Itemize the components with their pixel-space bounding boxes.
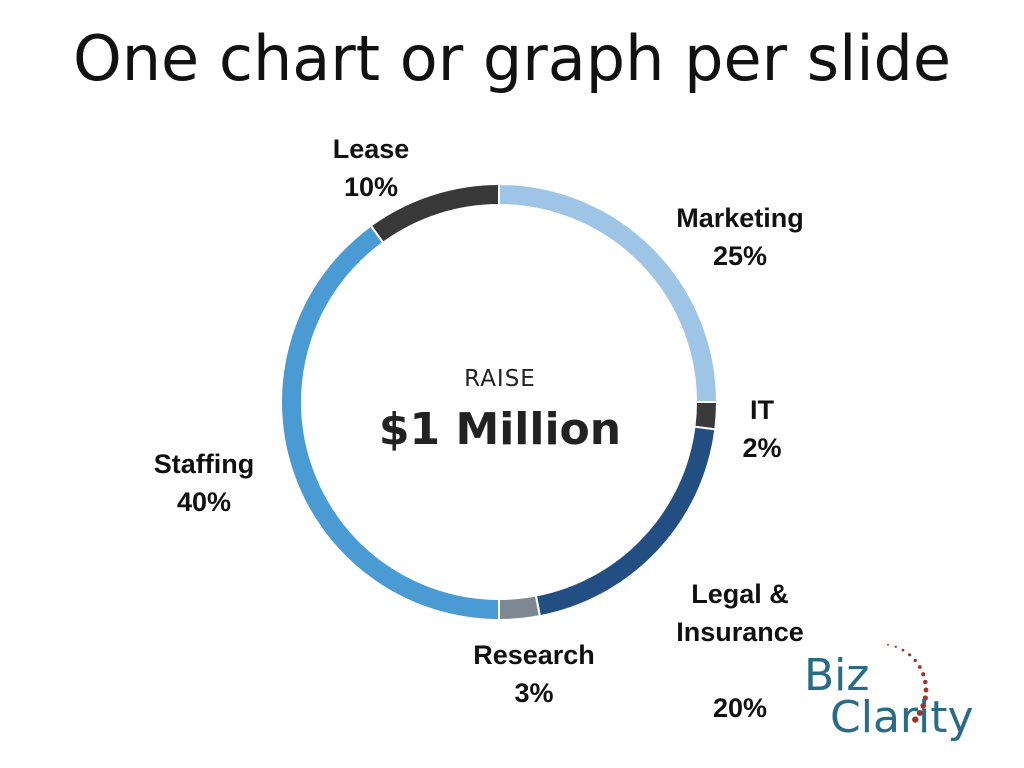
- label-legal-insurance-name: Legal & Insurance: [676, 579, 804, 647]
- label-lease-value: 10%: [343, 172, 399, 202]
- logo-dot: [901, 648, 905, 652]
- label-research: Research 3%: [424, 636, 644, 712]
- label-marketing: Marketing 25%: [630, 199, 850, 275]
- label-marketing-value: 25%: [712, 241, 768, 271]
- label-legal-insurance-value: 20%: [712, 693, 768, 723]
- logo-dot: [913, 658, 917, 663]
- label-lease-name: Lease: [332, 134, 410, 164]
- biz-clarity-logo: Biz Clarity: [796, 632, 996, 752]
- logo-dot: [912, 716, 919, 723]
- logo-dot: [922, 695, 928, 701]
- label-research-value: 3%: [514, 678, 554, 708]
- logo-dot: [923, 687, 929, 693]
- logo-text-biz: Biz: [804, 650, 870, 701]
- slide-title: One chart or graph per slide: [72, 22, 952, 95]
- label-it: IT 2%: [652, 391, 872, 467]
- logo-text-clarity: Clarity: [830, 692, 974, 743]
- center-title: $1 Million: [378, 404, 622, 455]
- label-legal-insurance: Legal & Insurance 20%: [630, 537, 850, 765]
- label-staffing-value: 40%: [176, 487, 232, 517]
- logo-dot: [894, 645, 897, 648]
- donut-slice-lease: [369, 182, 500, 245]
- logo-dot: [920, 702, 927, 709]
- logo-dot: [923, 679, 928, 685]
- logo-dots-arc: [886, 643, 929, 723]
- label-staffing: Staffing 40%: [94, 445, 314, 521]
- label-staffing-name: Staffing: [153, 449, 255, 479]
- logo-dot: [917, 665, 922, 669]
- label-research-name: Research: [473, 640, 595, 670]
- logo-dot: [908, 653, 912, 657]
- donut-slice-research: [498, 594, 542, 622]
- center-subtitle: RAISE: [464, 366, 536, 392]
- label-lease: Lease 10%: [261, 130, 481, 206]
- logo-dot: [886, 643, 889, 646]
- label-it-name: IT: [750, 395, 774, 425]
- logo-dot: [916, 710, 923, 716]
- logo-dot: [921, 672, 926, 677]
- label-marketing-name: Marketing: [676, 203, 804, 233]
- label-it-value: 2%: [742, 433, 782, 463]
